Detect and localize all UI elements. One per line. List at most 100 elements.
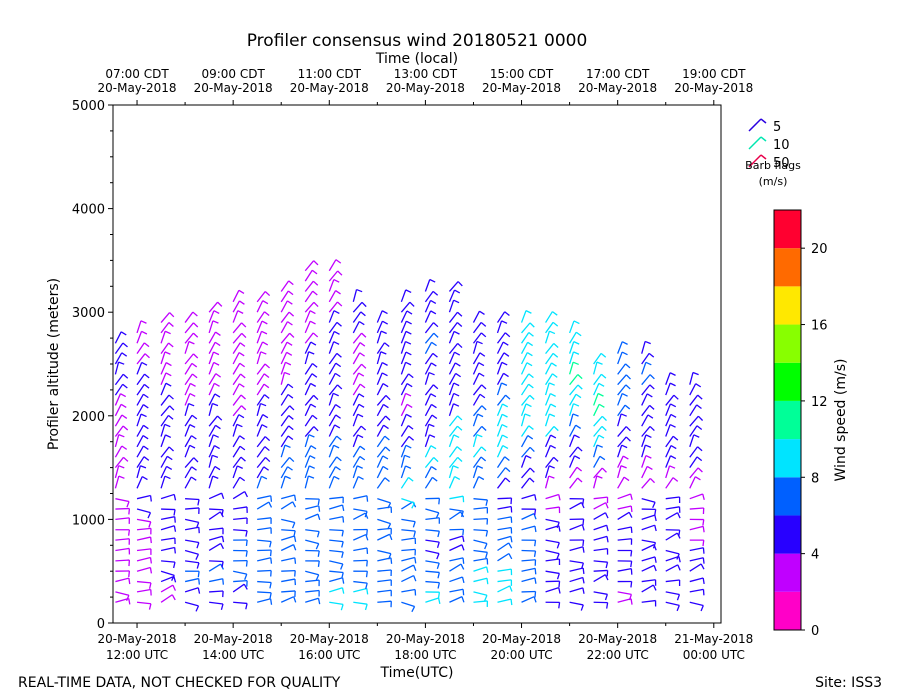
barb-shaft bbox=[256, 320, 263, 334]
wind-barb bbox=[617, 568, 633, 575]
wind-barb bbox=[376, 351, 387, 365]
barb-shaft bbox=[232, 405, 242, 417]
barb-shaft bbox=[352, 332, 363, 344]
barb-shaft bbox=[425, 508, 439, 514]
barb-flag bbox=[596, 361, 603, 365]
wind-barb bbox=[136, 393, 149, 406]
wind-barb bbox=[376, 403, 389, 417]
barb-shaft bbox=[617, 465, 622, 479]
wind-barb bbox=[208, 434, 219, 448]
wind-barb bbox=[425, 580, 440, 589]
barb-flag bbox=[384, 342, 390, 348]
wind-barb bbox=[304, 310, 316, 323]
barb-flag bbox=[143, 342, 150, 348]
wind-barb bbox=[136, 404, 149, 417]
wind-barb bbox=[305, 570, 320, 581]
barb-shaft bbox=[376, 466, 384, 479]
barb-flag bbox=[239, 362, 246, 368]
wind-barb bbox=[472, 340, 483, 354]
barb-shaft bbox=[136, 331, 143, 344]
barb-flag bbox=[630, 598, 633, 605]
wind-barb bbox=[497, 598, 513, 606]
barb-shaft bbox=[448, 281, 459, 292]
barb-flag bbox=[165, 434, 172, 439]
wind-barb bbox=[352, 320, 365, 334]
barb-flag bbox=[478, 362, 485, 367]
barb-flag bbox=[382, 383, 389, 388]
wind-barb bbox=[424, 393, 437, 406]
barb-shaft bbox=[569, 587, 584, 593]
wind-barb bbox=[232, 405, 247, 417]
barb-flag bbox=[222, 578, 225, 585]
wind-barb bbox=[472, 476, 485, 489]
barb-flag bbox=[456, 322, 463, 327]
barb-flag bbox=[552, 352, 559, 358]
barb-shaft bbox=[617, 505, 632, 510]
barb-flag bbox=[364, 511, 368, 518]
wind-barb bbox=[689, 588, 705, 596]
wind-barb bbox=[641, 374, 655, 386]
wind-barb bbox=[641, 579, 657, 586]
barb-flag bbox=[221, 492, 225, 500]
wind-barb bbox=[400, 310, 413, 323]
wind-barb bbox=[209, 508, 224, 516]
barb-shaft bbox=[353, 512, 366, 520]
barb-flag bbox=[193, 457, 199, 463]
wind-barb bbox=[233, 570, 248, 580]
barb-flag bbox=[581, 524, 585, 531]
barb-shaft bbox=[353, 601, 368, 605]
barb-shaft bbox=[208, 492, 222, 500]
barb-flag bbox=[262, 300, 269, 305]
barb-flag bbox=[437, 597, 441, 605]
barb-shaft bbox=[233, 601, 248, 605]
barb-flag bbox=[454, 351, 461, 356]
barb-flag bbox=[596, 444, 603, 448]
barb-flag bbox=[479, 310, 485, 315]
barb-shaft bbox=[568, 403, 575, 416]
wind-barb bbox=[233, 601, 248, 610]
barb-flag bbox=[702, 493, 705, 500]
barb-shaft bbox=[545, 549, 560, 555]
barb-flag bbox=[504, 332, 511, 338]
barb-shaft bbox=[114, 342, 124, 355]
barb-flag bbox=[336, 435, 342, 441]
barb-flag bbox=[572, 413, 579, 417]
wind-barb bbox=[497, 542, 513, 552]
wind-barb bbox=[472, 310, 485, 323]
barb-shaft bbox=[114, 393, 122, 406]
wind-barb bbox=[208, 542, 225, 552]
wind-barb bbox=[280, 393, 294, 406]
barb-shaft bbox=[208, 434, 214, 448]
wind-barb bbox=[208, 382, 220, 396]
barb-shaft bbox=[160, 362, 167, 375]
barb-shaft bbox=[136, 508, 151, 514]
barb-flag bbox=[190, 476, 197, 481]
barb-shaft bbox=[544, 434, 552, 448]
wind-barb bbox=[136, 424, 149, 437]
barb-shaft bbox=[689, 456, 698, 468]
wind-barb bbox=[689, 507, 705, 515]
wind-barb bbox=[233, 549, 248, 557]
barb-shaft bbox=[280, 394, 289, 406]
barb-flag bbox=[149, 567, 153, 574]
barb-shaft bbox=[256, 446, 266, 458]
wind-barb bbox=[449, 557, 465, 564]
barb-shaft bbox=[352, 456, 361, 468]
barb-shaft bbox=[641, 556, 656, 562]
barb-flag bbox=[628, 594, 633, 601]
wind-barb bbox=[376, 446, 391, 458]
barb-flag bbox=[453, 434, 460, 439]
barb-shaft bbox=[232, 445, 241, 458]
wind-barb bbox=[114, 425, 129, 437]
wind-barb bbox=[617, 413, 627, 427]
barb-shaft bbox=[497, 526, 512, 531]
barb-shaft bbox=[208, 393, 216, 406]
barb-shaft bbox=[569, 560, 584, 564]
wind-barb bbox=[232, 435, 245, 448]
wind-barb bbox=[352, 288, 363, 303]
barb-shaft bbox=[448, 382, 455, 396]
barb-shaft bbox=[545, 525, 560, 531]
wind-barb bbox=[114, 465, 125, 479]
wind-barb bbox=[593, 560, 609, 569]
barb-shaft bbox=[184, 414, 193, 427]
